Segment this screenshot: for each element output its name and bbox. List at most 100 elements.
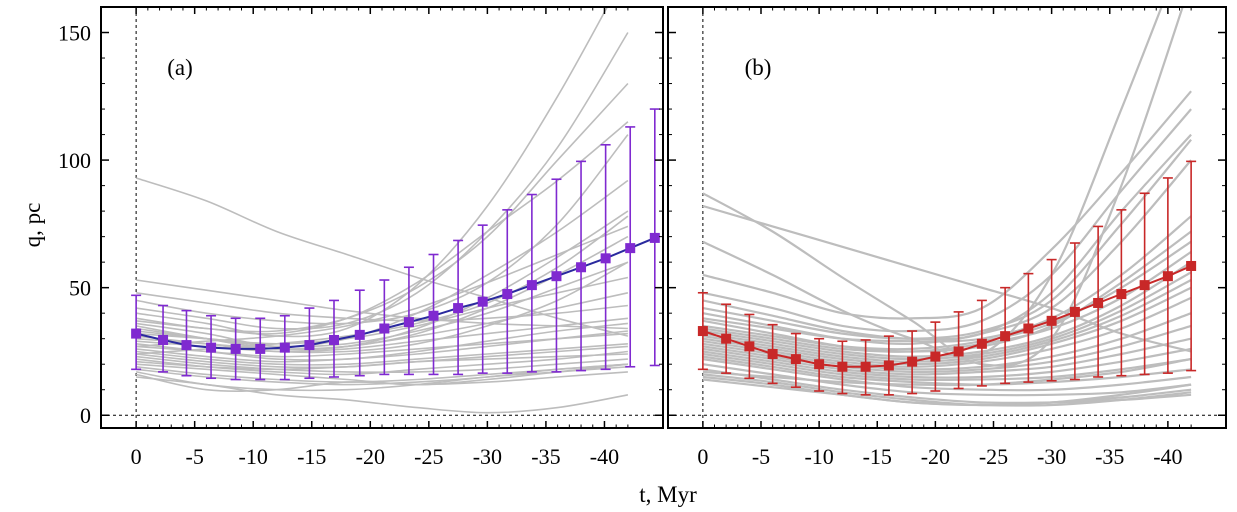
mean-marker-5 [790, 354, 801, 365]
x-ticks: 0 -5 -10 -15 -20 -25 -30 -35 -40 [697, 7, 1192, 469]
y-tick-label: 100 [58, 148, 91, 173]
y-tick-label: 50 [69, 276, 91, 301]
background-track-1 [702, 7, 1184, 367]
mean-marker-15 [477, 296, 488, 307]
y-ticks [668, 31, 1226, 416]
x-tick-label: -20 [921, 444, 950, 469]
background-track-19 [136, 330, 628, 363]
background-track-4 [135, 134, 629, 325]
mean-marker-4 [767, 349, 778, 360]
mean-marker-16 [1046, 315, 1057, 326]
x-tick-label: -30 [473, 444, 502, 469]
x-tick-label: 0 [131, 444, 142, 469]
mean-marker-12 [953, 346, 964, 357]
y-tick-label: 0 [80, 403, 91, 428]
background-track-22 [702, 352, 1192, 382]
mean-marker-22 [1186, 260, 1197, 271]
mean-marker-10 [354, 329, 365, 340]
x-tick-label: -30 [1037, 444, 1066, 469]
x-tick-label: -5 [186, 444, 204, 469]
background-track-30 [702, 358, 1192, 387]
y-tick-label: 150 [58, 21, 91, 46]
x-tick-label: -10 [804, 444, 833, 469]
background-track-19 [702, 324, 1192, 374]
mean-marker-1 [697, 326, 708, 337]
panel-tag: (a) [167, 55, 193, 80]
mean-marker-10 [907, 356, 918, 367]
background-track-1 [135, 177, 629, 337]
background-track-24 [702, 358, 1192, 392]
mean-line [135, 236, 656, 350]
background-track-20 [136, 343, 628, 366]
background-track-29 [135, 371, 628, 392]
x-tick-label: -35 [531, 444, 560, 469]
x-axis-title: t, Myr [639, 482, 697, 507]
x-tick-label: -5 [752, 444, 770, 469]
background-tracks [702, 7, 1192, 407]
mean-marker-9 [328, 334, 339, 345]
mean-marker-9 [883, 360, 894, 371]
mean-marker-22 [649, 232, 660, 243]
mean-marker-12 [403, 317, 414, 328]
mean-marker-20 [600, 253, 611, 264]
mean-marker-11 [930, 351, 941, 362]
mean-marker-19 [576, 262, 587, 273]
x-tick-label: -35 [1095, 444, 1124, 469]
panel-tag: (b) [745, 55, 772, 80]
mean-marker-15 [1023, 323, 1034, 334]
background-track-17 [702, 296, 1192, 368]
mean-marker-6 [255, 343, 266, 354]
background-track-25 [702, 363, 1192, 397]
background-track-9 [702, 215, 1192, 343]
background-track-23 [702, 355, 1192, 386]
mean-marker-3 [181, 340, 192, 351]
x-tick-label: -10 [239, 444, 268, 469]
background-track-16 [702, 286, 1192, 366]
mean-markers [131, 232, 660, 354]
background-track-6 [135, 7, 609, 338]
mean-marker-13 [976, 338, 987, 349]
mean-marker-13 [428, 310, 439, 321]
x-tick-label: -40 [1153, 444, 1182, 469]
background-track-30 [136, 376, 629, 414]
mean-marker-6 [814, 359, 825, 370]
mean-marker-1 [131, 328, 142, 339]
mean-markers [697, 260, 1197, 372]
panel-b: 0 -5 -10 -15 -20 -25 -30 -35 -40 (b) [667, 6, 1227, 469]
background-track-29 [702, 378, 1192, 407]
background-track-2 [135, 279, 628, 330]
background-track-20 [702, 337, 1192, 376]
x-tick-label: -25 [979, 444, 1008, 469]
x-tick-label: -15 [863, 444, 892, 469]
mean-marker-2 [721, 333, 732, 344]
mean-marker-14 [1000, 331, 1011, 342]
background-track-5 [135, 32, 629, 330]
mean-marker-7 [279, 342, 290, 353]
mean-marker-19 [1116, 289, 1127, 300]
background-track-23 [136, 350, 628, 376]
background-track-32 [136, 225, 629, 348]
mean-marker-8 [304, 340, 315, 351]
mean-marker-11 [379, 323, 390, 334]
mean-marker-3 [744, 341, 755, 352]
background-track-4 [702, 90, 1192, 320]
mean-marker-17 [1069, 306, 1080, 317]
y-ticks: 0 50 100 150 [58, 21, 663, 428]
x-tick-label: -20 [356, 444, 385, 469]
background-track-21 [702, 347, 1192, 379]
mean-marker-7 [837, 361, 848, 372]
mean-marker-16 [502, 289, 513, 300]
background-track-9 [135, 179, 629, 348]
background-track-5 [702, 108, 1192, 333]
mean-marker-18 [1093, 297, 1104, 308]
mean-marker-21 [1162, 271, 1173, 282]
x-tick-label: -40 [590, 444, 619, 469]
mean-marker-5 [230, 343, 241, 354]
mean-line [702, 265, 1192, 368]
x-tick-label: -25 [414, 444, 443, 469]
mean-marker-17 [526, 280, 537, 291]
x-ticks: 0 -5 -10 -15 -20 -25 -30 -35 -40 [131, 7, 629, 469]
panel-a: 0 -5 -10 -15 -20 -25 -30 -35 -40 0 50 100 150 (a) [58, 6, 664, 469]
mean-marker-18 [551, 271, 562, 282]
